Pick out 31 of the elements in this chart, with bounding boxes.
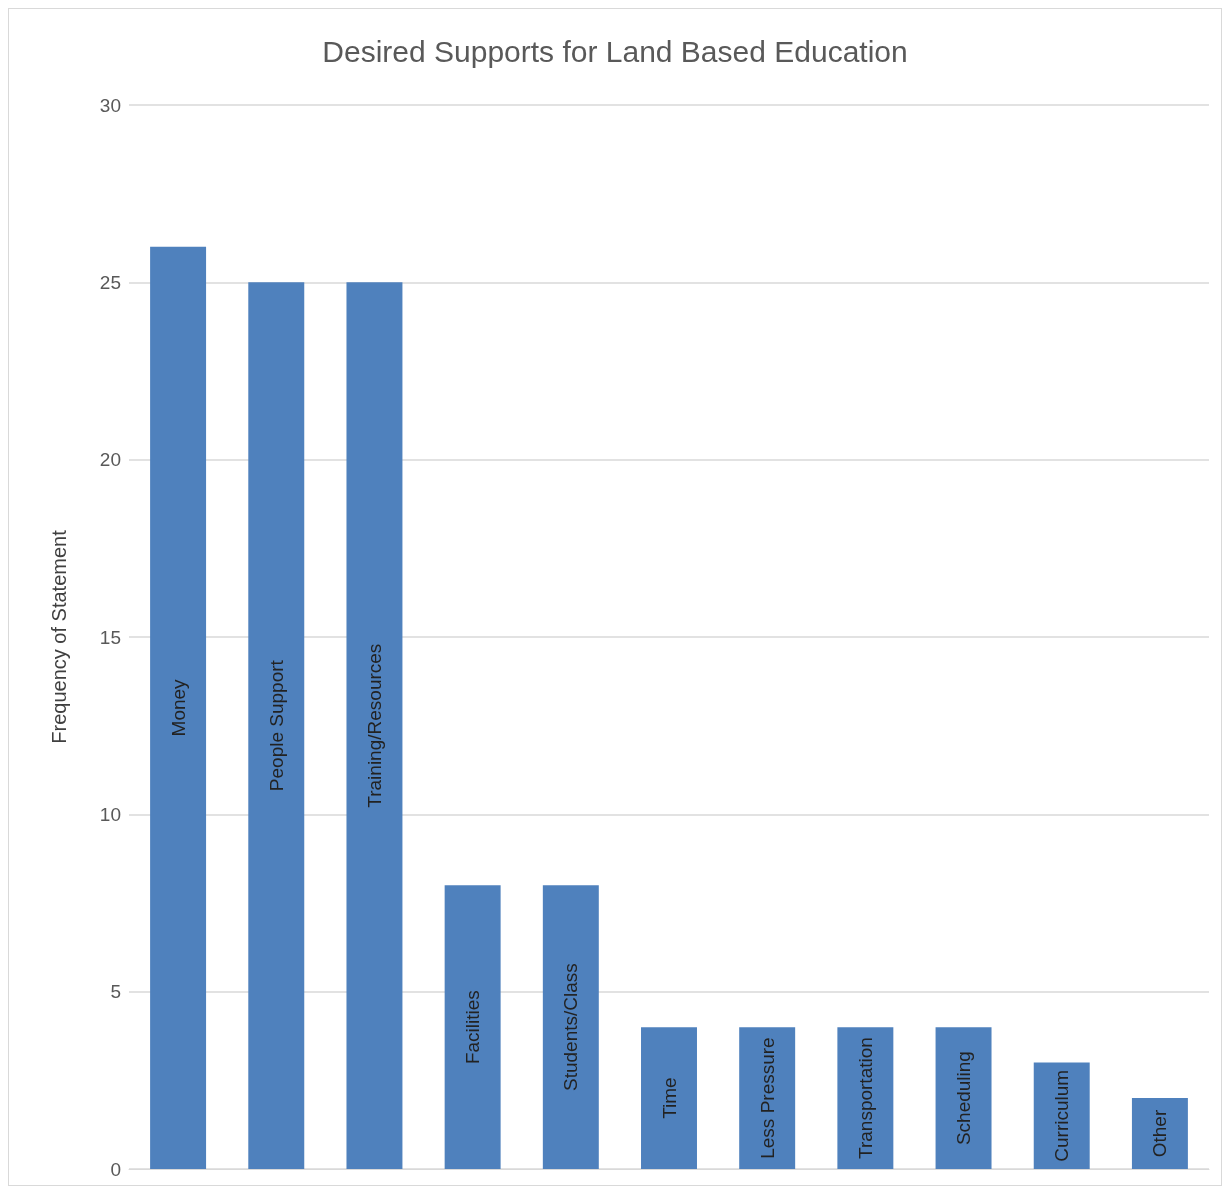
x-tick-label: Time <box>658 1077 680 1119</box>
x-tick-label: Facilities <box>462 990 484 1065</box>
bar <box>1033 1062 1090 1169</box>
bar <box>150 246 207 1169</box>
bar <box>739 1027 796 1169</box>
bar <box>444 885 501 1169</box>
y-tick-label: 30 <box>99 94 121 116</box>
y-tick-label: 10 <box>99 803 121 825</box>
y-tick-label: 20 <box>99 449 121 471</box>
x-tick-label: Transportation <box>854 1037 876 1159</box>
y-axis-title: Frequency of Statement <box>48 529 70 744</box>
bar <box>641 1027 697 1169</box>
bar <box>837 1027 894 1169</box>
x-tick-label: Money <box>167 678 189 737</box>
x-tick-label: Students/Class <box>560 963 582 1092</box>
x-tick-label: Other <box>1149 1109 1171 1158</box>
y-tick-label: 25 <box>99 271 121 293</box>
bar <box>542 885 599 1169</box>
x-tick-label: Training/Resources <box>363 643 385 808</box>
y-tick-label: 5 <box>110 981 121 1003</box>
y-tick-label: 15 <box>99 626 121 648</box>
y-tick-label: 0 <box>110 1158 121 1180</box>
x-tick-label: Curriculum <box>1051 1069 1073 1162</box>
bar <box>346 282 403 1169</box>
bar <box>935 1027 992 1169</box>
x-tick-label: Scheduling <box>953 1051 975 1146</box>
x-tick-label: Less Pressure <box>756 1037 778 1159</box>
bar <box>248 282 305 1169</box>
bar <box>1131 1098 1188 1169</box>
x-tick-label: People Support <box>265 659 287 792</box>
chart-title: Desired Supports for Land Based Education <box>322 34 908 68</box>
